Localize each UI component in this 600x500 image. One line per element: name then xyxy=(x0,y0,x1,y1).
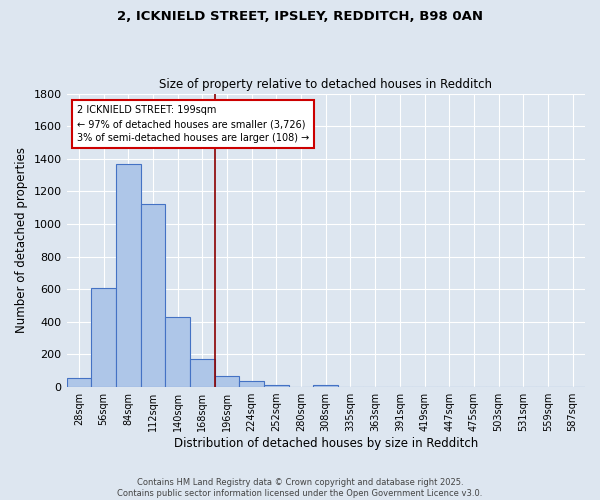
Title: Size of property relative to detached houses in Redditch: Size of property relative to detached ho… xyxy=(159,78,492,91)
Bar xyxy=(264,386,289,387)
Bar xyxy=(215,376,239,387)
X-axis label: Distribution of detached houses by size in Redditch: Distribution of detached houses by size … xyxy=(173,437,478,450)
Bar xyxy=(67,378,91,387)
Bar xyxy=(239,382,264,387)
Bar xyxy=(116,164,140,387)
Bar xyxy=(313,384,338,387)
Bar xyxy=(190,360,215,387)
Y-axis label: Number of detached properties: Number of detached properties xyxy=(15,148,28,334)
Bar xyxy=(91,288,116,387)
Bar xyxy=(165,317,190,387)
Text: 2 ICKNIELD STREET: 199sqm
← 97% of detached houses are smaller (3,726)
3% of sem: 2 ICKNIELD STREET: 199sqm ← 97% of detac… xyxy=(77,106,309,144)
Text: Contains HM Land Registry data © Crown copyright and database right 2025.
Contai: Contains HM Land Registry data © Crown c… xyxy=(118,478,482,498)
Text: 2, ICKNIELD STREET, IPSLEY, REDDITCH, B98 0AN: 2, ICKNIELD STREET, IPSLEY, REDDITCH, B9… xyxy=(117,10,483,23)
Bar xyxy=(140,204,165,387)
